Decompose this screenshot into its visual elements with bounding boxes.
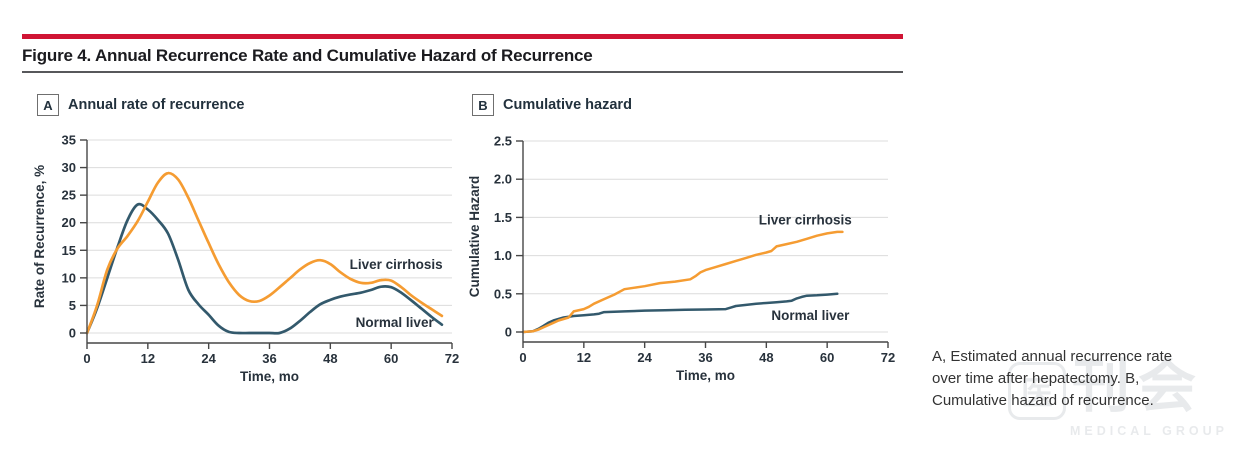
svg-text:15: 15 [62, 243, 76, 258]
svg-text:0: 0 [519, 350, 526, 365]
svg-text:20: 20 [62, 215, 76, 230]
svg-text:2.5: 2.5 [494, 134, 512, 149]
svg-text:72: 72 [445, 351, 459, 366]
panel-b-header: B Cumulative hazard [472, 94, 632, 116]
svg-text:48: 48 [323, 351, 337, 366]
svg-text:Time, mo: Time, mo [676, 368, 735, 383]
svg-text:72: 72 [881, 350, 895, 365]
svg-text:60: 60 [384, 351, 398, 366]
svg-text:25: 25 [62, 188, 76, 203]
panel-b-plot: 0 0.5 1.0 1.5 2.0 2.5 0 12 24 36 48 60 72 Time, mo Cum… [467, 134, 895, 384]
svg-text:36: 36 [262, 351, 276, 366]
svg-text:24: 24 [637, 350, 652, 365]
title-rule [22, 71, 903, 73]
panel-b-badge: B [472, 94, 494, 116]
panel-b-chart: 0 0.5 1.0 1.5 2.0 2.5 0 12 24 36 48 60 72 Time, mo Cum… [465, 125, 900, 392]
watermark-logo-icon: 医 [1008, 362, 1066, 420]
svg-text:Liver cirrhosis: Liver cirrhosis [759, 212, 852, 227]
svg-text:Rate of Recurrence, %: Rate of Recurrence, % [32, 165, 47, 308]
svg-text:60: 60 [820, 350, 834, 365]
svg-text:12: 12 [577, 350, 591, 365]
svg-text:24: 24 [201, 351, 216, 366]
svg-text:Normal liver: Normal liver [356, 315, 435, 330]
panel-a-badge: A [37, 94, 59, 116]
svg-text:Liver cirrhosis: Liver cirrhosis [350, 257, 443, 272]
panel-a-title: Annual rate of recurrence [68, 97, 245, 113]
panel-a-chart: 0 5 10 15 20 25 30 35 0 12 24 36 48 60 72 Time, mo Rate … [30, 125, 462, 392]
svg-text:Time, mo: Time, mo [240, 369, 299, 384]
watermark-logo-character: 医 [1020, 375, 1053, 411]
panel-a-header: A Annual rate of recurrence [37, 94, 244, 116]
svg-text:0.5: 0.5 [494, 286, 512, 301]
svg-text:2.0: 2.0 [494, 172, 512, 187]
svg-text:35: 35 [62, 133, 76, 148]
figure-title: Figure 4. Annual Recurrence Rate and Cum… [22, 46, 593, 65]
watermark-characters: 刊会 [1072, 354, 1205, 419]
svg-text:Cumulative Hazard: Cumulative Hazard [467, 176, 482, 298]
svg-text:12: 12 [141, 351, 155, 366]
svg-text:Normal liver: Normal liver [771, 308, 850, 323]
svg-text:1.0: 1.0 [494, 248, 512, 263]
svg-text:0: 0 [69, 326, 76, 341]
svg-text:48: 48 [759, 350, 773, 365]
svg-text:0: 0 [83, 351, 90, 366]
watermark: 医 刊会 MEDICAL GROUP [1008, 352, 1256, 454]
svg-text:1.5: 1.5 [494, 210, 512, 225]
svg-text:5: 5 [69, 298, 76, 313]
svg-text:0: 0 [505, 325, 512, 340]
watermark-subtext: MEDICAL GROUP [1070, 424, 1229, 438]
panel-a-plot: 0 5 10 15 20 25 30 35 0 12 24 36 48 60 72 Time, mo Rate … [32, 133, 459, 385]
svg-text:30: 30 [62, 160, 76, 175]
svg-text:10: 10 [62, 270, 76, 285]
accent-bar [22, 34, 903, 39]
svg-text:36: 36 [698, 350, 712, 365]
figure-caption: A, Estimated annual recurrence rate over… [932, 348, 1173, 409]
panel-b-title: Cumulative hazard [503, 97, 632, 113]
